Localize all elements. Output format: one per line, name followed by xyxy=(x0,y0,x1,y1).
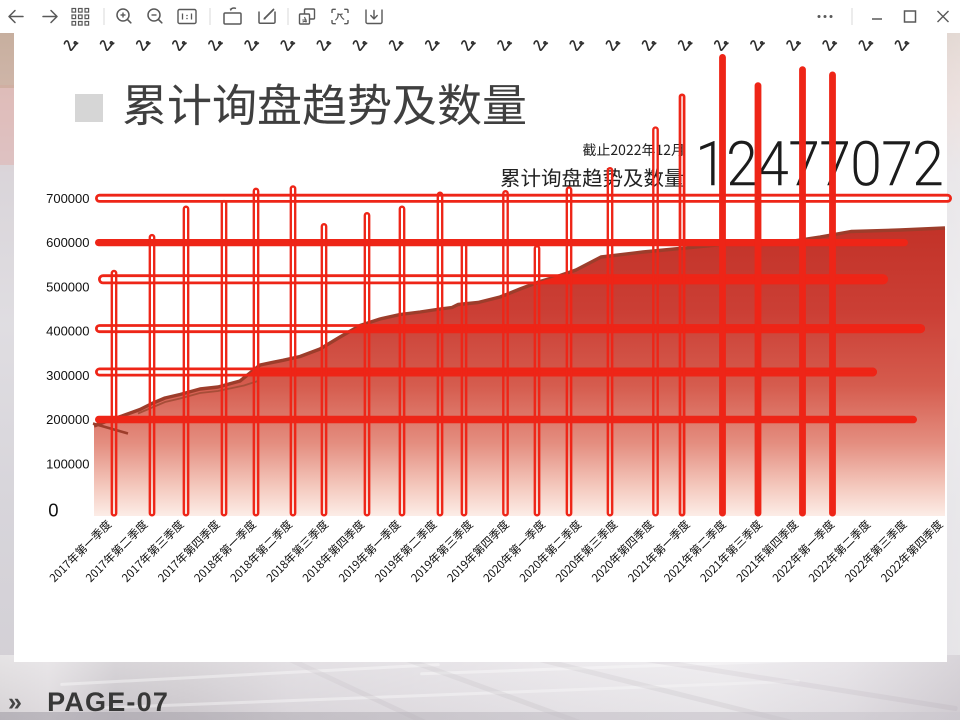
svg-text:700000: 700000 xyxy=(46,191,89,206)
svg-text:200000: 200000 xyxy=(46,412,89,427)
svg-text:300000: 300000 xyxy=(46,368,89,383)
svg-text:500000: 500000 xyxy=(46,279,89,294)
svg-text:0: 0 xyxy=(48,500,58,521)
svg-text:100000: 100000 xyxy=(46,457,89,472)
svg-text:400000: 400000 xyxy=(46,324,89,339)
svg-text:600000: 600000 xyxy=(46,235,89,250)
